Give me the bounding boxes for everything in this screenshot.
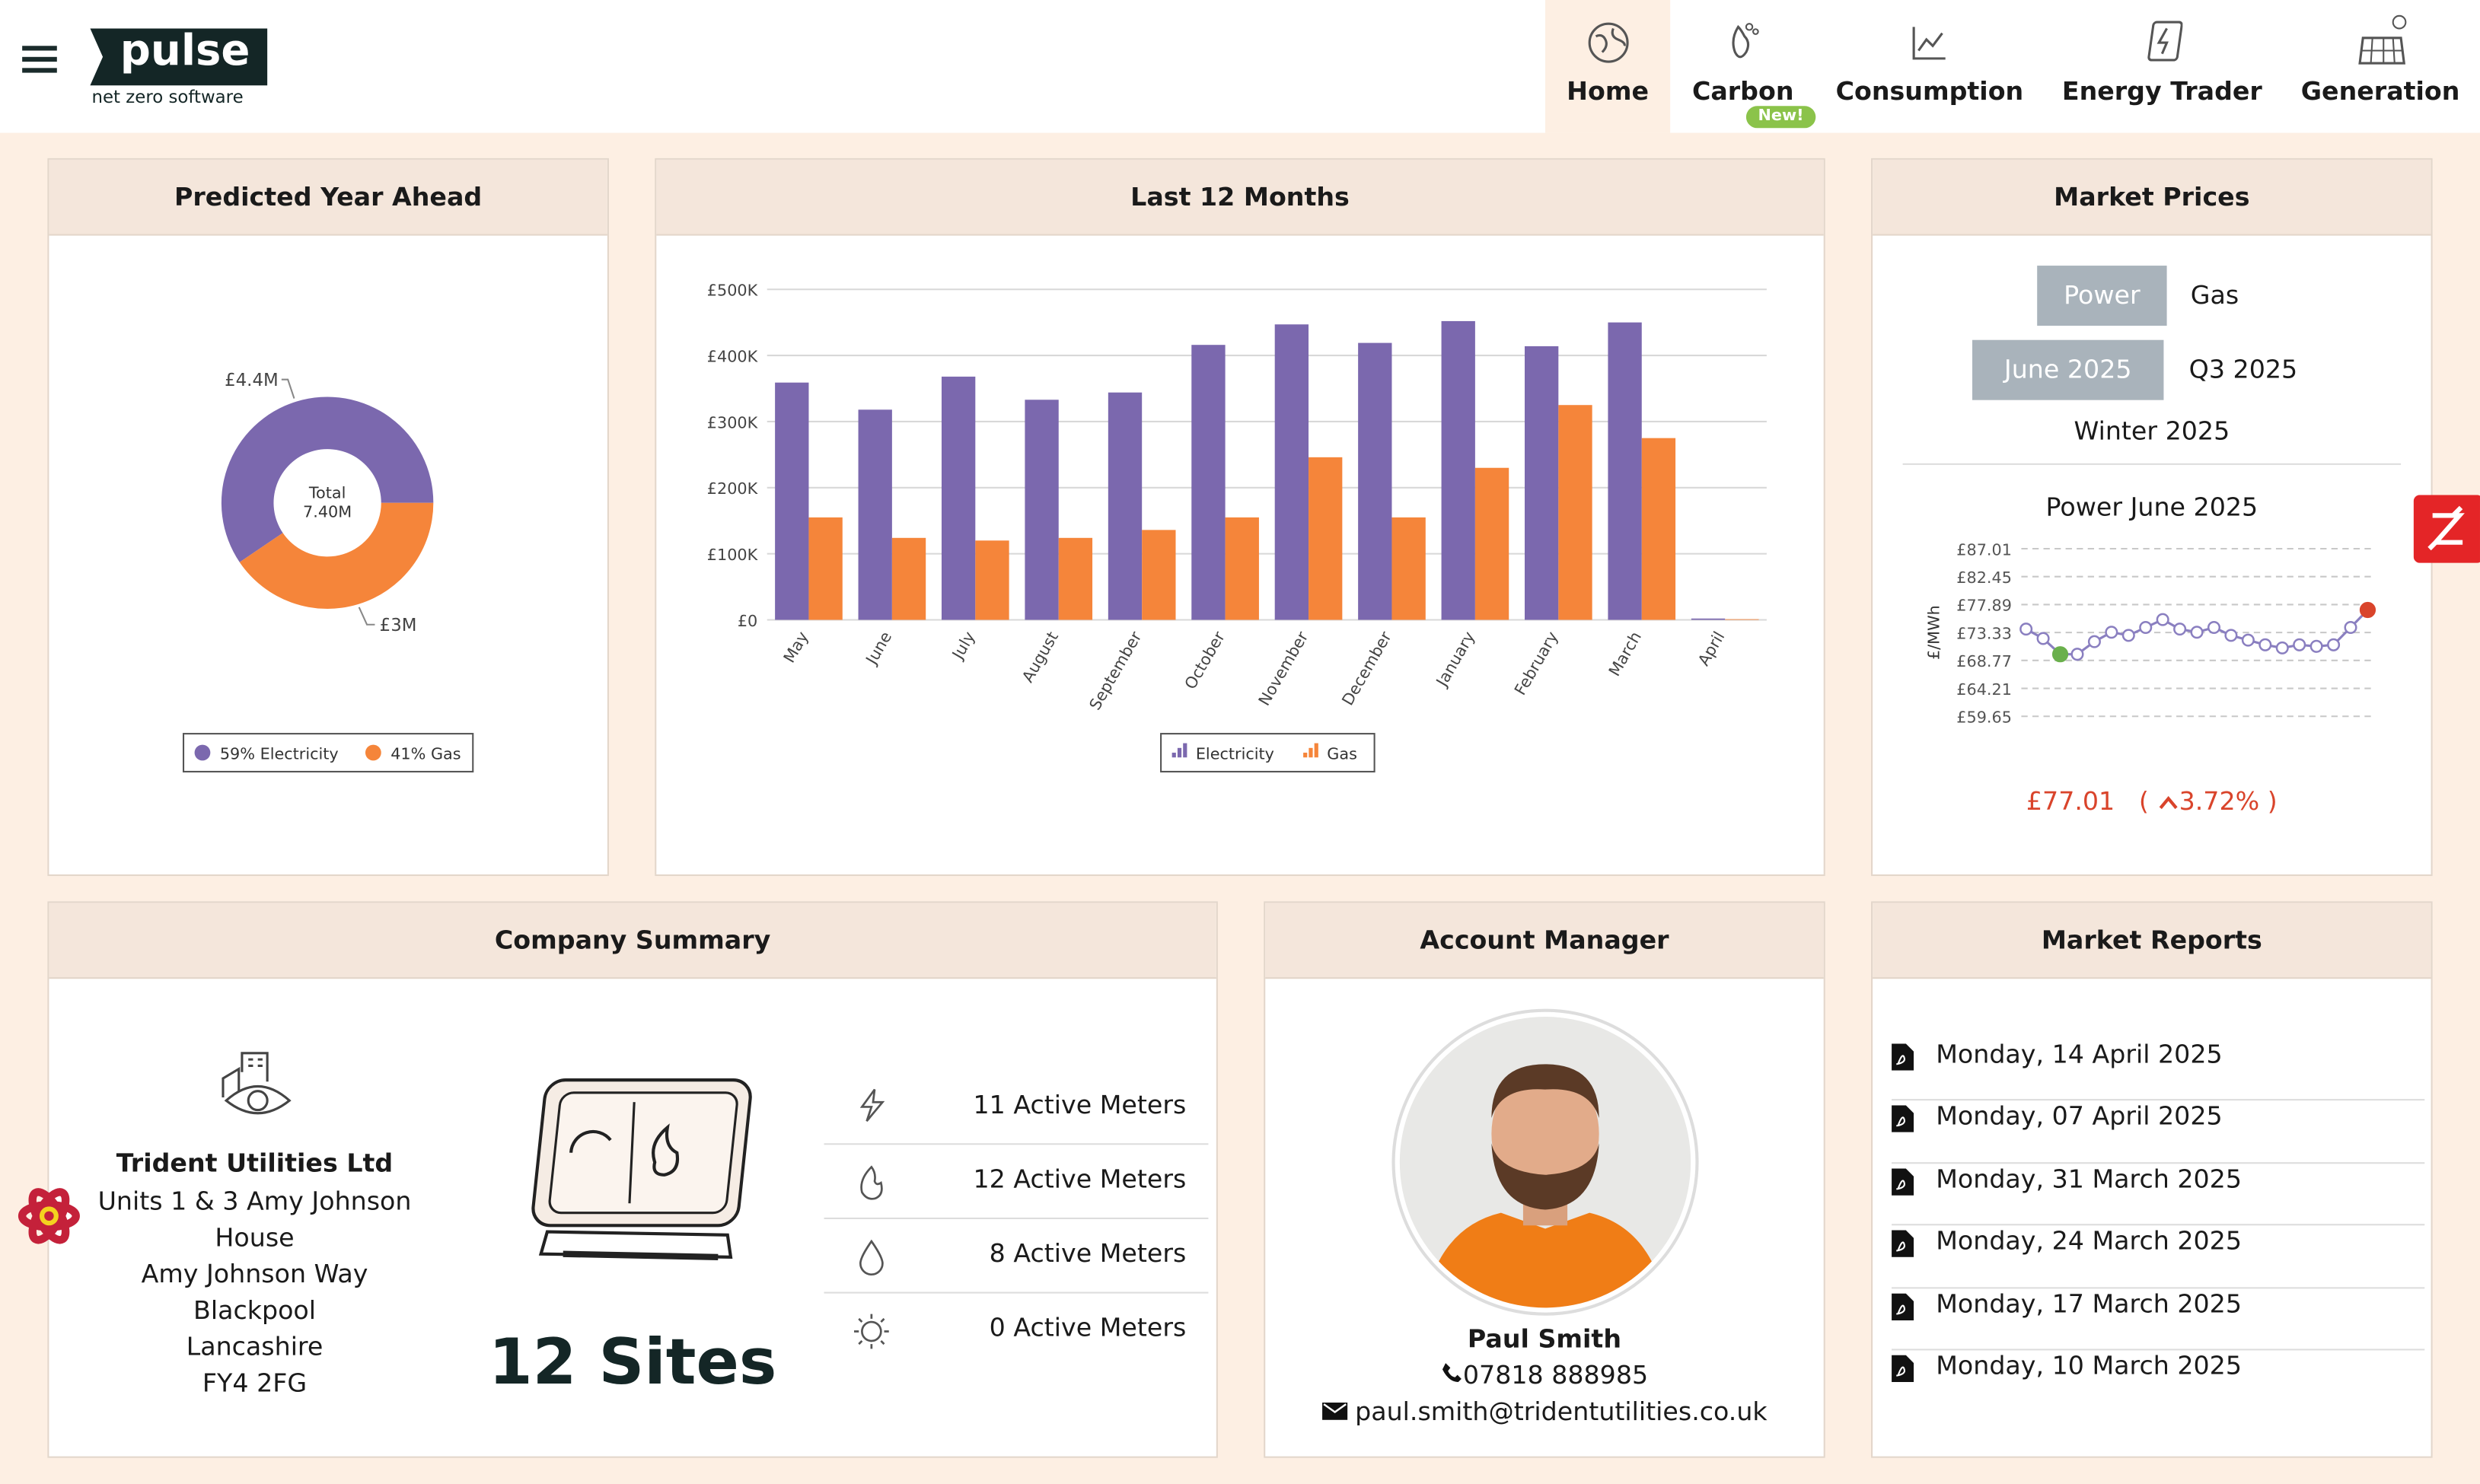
address-line: Units 1 & 3 Amy Johnson House bbox=[97, 1186, 412, 1253]
report-row[interactable]: Monday, 07 April 2025 bbox=[1892, 1100, 2425, 1164]
report-row[interactable]: Monday, 31 March 2025 bbox=[1892, 1163, 2425, 1226]
paren: ( bbox=[2138, 785, 2149, 817]
panel-title: Market Reports bbox=[1873, 903, 2431, 979]
panel-title: Company Summary bbox=[49, 903, 1216, 979]
report-date[interactable]: Monday, 24 March 2025 bbox=[1936, 1225, 2242, 1256]
up-arrow bbox=[2159, 796, 2178, 810]
pdf-icon bbox=[1892, 1355, 1914, 1382]
email-address[interactable]: paul.smith@tridentutilities.co.uk bbox=[1355, 1396, 1768, 1427]
tab-active[interactable]: Power bbox=[2037, 266, 2167, 326]
phone-icon bbox=[1442, 1363, 1462, 1382]
pdf-icon bbox=[1892, 1043, 1914, 1071]
address-line: Blackpool bbox=[193, 1295, 317, 1326]
panel-title: Predicted Year Ahead bbox=[49, 159, 607, 236]
report-date[interactable]: Monday, 10 March 2025 bbox=[1936, 1350, 2242, 1381]
report-row[interactable]: Monday, 14 April 2025 bbox=[1892, 1039, 2425, 1101]
logo[interactable]: pulse bbox=[120, 27, 250, 76]
tab[interactable]: Winter 2025 bbox=[2074, 416, 2230, 446]
building-icon bbox=[222, 1052, 292, 1115]
nav-label[interactable]: Energy Trader bbox=[2061, 75, 2262, 107]
meter-count: 12 Active Meters bbox=[973, 1164, 1187, 1194]
meter-row: 12 Active Meters bbox=[824, 1145, 1209, 1219]
header: pulse net zero software Home Carbon New!… bbox=[0, 0, 2480, 133]
nav-label[interactable]: Home bbox=[1567, 75, 1650, 107]
pdf-icon bbox=[1892, 1106, 1914, 1133]
address-line: Amy Johnson Way bbox=[141, 1258, 368, 1289]
report-row[interactable]: Monday, 17 March 2025 bbox=[1892, 1288, 2425, 1351]
panel: Market Prices Power Gas June 2025 Q3 202… bbox=[1871, 158, 2433, 877]
sites: 12 Sites bbox=[488, 1326, 777, 1400]
report-row[interactable]: Monday, 10 March 2025 bbox=[1892, 1350, 2424, 1412]
report-list: Monday, 14 April 2025 Monday, 07 April 20… bbox=[1892, 1039, 2425, 1412]
meter-count: 0 Active Meters bbox=[989, 1312, 1187, 1343]
nav-label[interactable]: Consumption bbox=[1835, 75, 2024, 107]
device-illustration bbox=[531, 1078, 752, 1261]
address: Units 1 & 3 Amy Johnson House Amy Johnso… bbox=[88, 1183, 420, 1401]
report-date[interactable]: Monday, 31 March 2025 bbox=[1936, 1163, 2242, 1194]
panel: Predicted Year Ahead bbox=[47, 158, 609, 877]
current-price: £77.01 bbox=[2026, 785, 2115, 817]
panel-title: Market Prices bbox=[1873, 159, 2431, 236]
report-date[interactable]: Monday, 14 April 2025 bbox=[1936, 1039, 2223, 1069]
price: £77.01 ( 3.72% ) bbox=[1873, 786, 2431, 816]
nav-item[interactable]: Generation bbox=[2294, 0, 2468, 133]
panel: Company Summary Trident Utilities Ltd Un… bbox=[47, 901, 1218, 1458]
meter-list: 11 Active Meters 12 Active Meters 8 Acti… bbox=[824, 1071, 1209, 1367]
tagline: net zero software bbox=[91, 87, 244, 108]
report-date[interactable]: Monday, 17 March 2025 bbox=[1936, 1288, 2242, 1318]
panel-title: Account Manager bbox=[1265, 903, 1824, 979]
address-line: Lancashire bbox=[186, 1331, 324, 1361]
help-button[interactable] bbox=[2413, 495, 2480, 563]
nav-item[interactable]: Energy Trader bbox=[2059, 0, 2265, 133]
tab-active[interactable]: June 2025 bbox=[1972, 339, 2164, 400]
nav-item[interactable]: Home bbox=[1545, 0, 1671, 133]
panel: Account Manager Paul Smith 07818 888985 … bbox=[1264, 901, 1825, 1458]
panel: Market Reports Monday, 14 April 2025 Mond… bbox=[1871, 901, 2433, 1458]
tab[interactable]: Q3 2025 bbox=[2188, 354, 2298, 384]
devtools-icon[interactable] bbox=[18, 1186, 81, 1246]
meter-count: 8 Active Meters bbox=[989, 1237, 1187, 1269]
nav-label[interactable]: Generation bbox=[2300, 75, 2460, 107]
nav-badge: New! bbox=[1745, 106, 1816, 129]
meter-count: 11 Active Meters bbox=[973, 1089, 1187, 1120]
nav-item[interactable]: Consumption bbox=[1834, 0, 2024, 133]
panel: Last 12 Months bbox=[655, 158, 1825, 877]
manager-name: Paul Smith bbox=[1467, 1323, 1622, 1354]
company-name: Trident Utilities Ltd bbox=[116, 1148, 394, 1178]
nav-label[interactable]: Carbon bbox=[1691, 75, 1794, 107]
pdf-icon bbox=[1892, 1168, 1914, 1196]
manager-photo bbox=[1391, 1008, 1699, 1316]
paren: ) bbox=[2267, 785, 2278, 817]
divider bbox=[1902, 463, 2402, 465]
nav-item[interactable]: Carbon New! bbox=[1680, 0, 1816, 133]
panel-title: Last 12 Months bbox=[656, 159, 1824, 236]
pdf-icon bbox=[1892, 1292, 1914, 1320]
tab[interactable]: Gas bbox=[2190, 279, 2239, 310]
email-icon bbox=[1321, 1403, 1347, 1420]
logo-box bbox=[90, 28, 268, 86]
meter-row: 0 Active Meters bbox=[824, 1294, 1209, 1367]
pdf-icon bbox=[1892, 1230, 1914, 1258]
email[interactable]: paul.smith@tridentutilities.co.uk bbox=[1265, 1396, 1823, 1426]
meter-row: 8 Active Meters bbox=[824, 1219, 1209, 1294]
report-row[interactable]: Monday, 24 March 2025 bbox=[1892, 1225, 2425, 1288]
phone[interactable]: 07818 888985 bbox=[1265, 1360, 1823, 1390]
menu-icon[interactable] bbox=[22, 44, 60, 76]
address-line: FY4 2FG bbox=[202, 1368, 308, 1398]
meter-row: 11 Active Meters bbox=[824, 1071, 1209, 1145]
report-date[interactable]: Monday, 07 April 2025 bbox=[1936, 1100, 2223, 1132]
phone-number[interactable]: 07818 888985 bbox=[1462, 1359, 1649, 1390]
change: 3.72% bbox=[2179, 785, 2260, 817]
chart-title: Power June 2025 bbox=[2045, 492, 2258, 522]
